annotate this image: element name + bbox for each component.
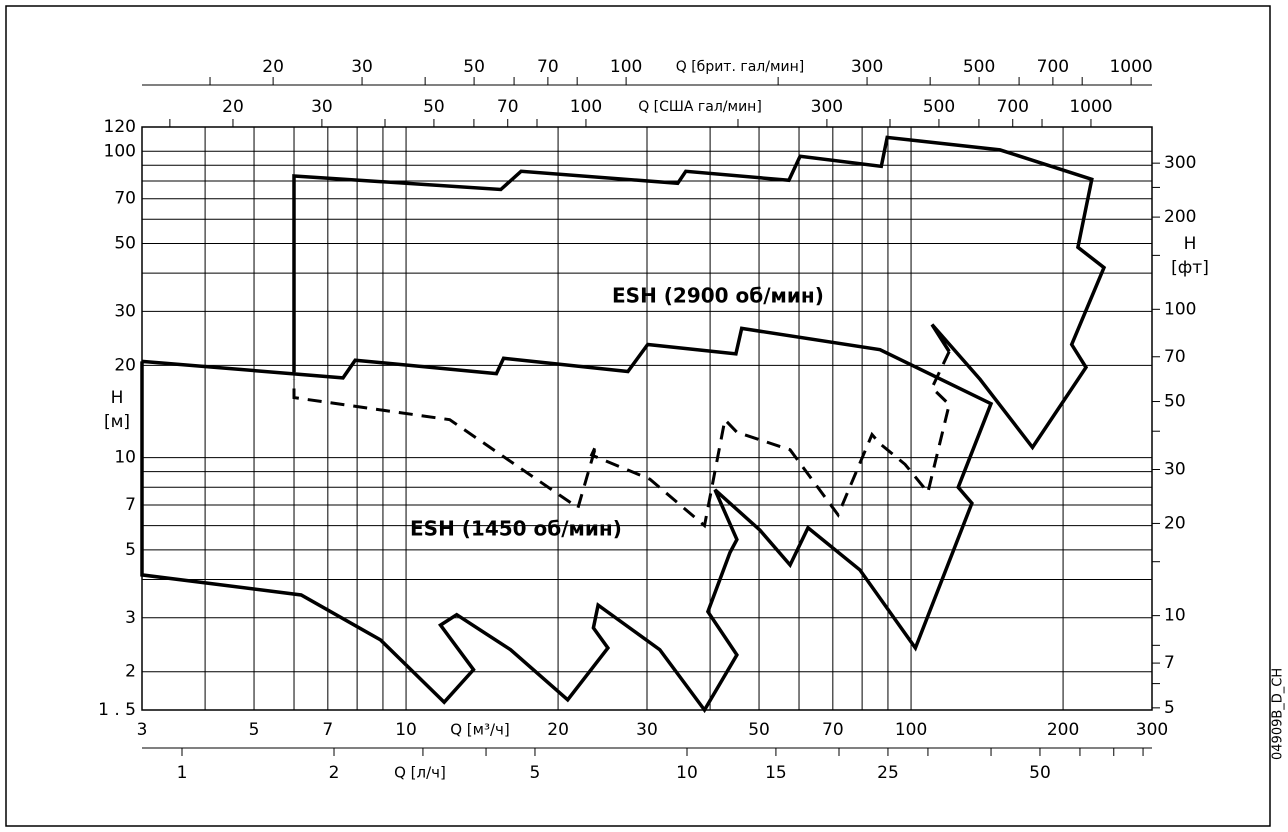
right-axis-label: [фт] [1171,258,1209,278]
right-tick-label: 5 [1164,698,1175,718]
tick-label: 30 [311,97,333,117]
y-tick-label: 1 . 5 [98,700,136,720]
right-axis-label: H [1184,234,1197,254]
y-tick-label: 50 [114,233,136,253]
right-tick-label: 200 [1164,207,1196,227]
tick-label: 1000 [1109,57,1152,77]
curve [140,326,994,714]
x-axis-label: Q [м³/ч] [450,721,510,739]
tick-label: 5 [530,763,541,783]
x-tick-label: 300 [1136,720,1168,740]
tick-label: 500 [963,57,995,77]
tick-label: 20 [262,57,284,77]
right-tick-label: 100 [1164,299,1196,319]
x-tick-label: 5 [249,720,260,740]
y-tick-label: 7 [125,495,136,515]
y-axis-label: H [111,388,124,408]
tick-label: 700 [997,97,1029,117]
tick-label: 30 [351,57,373,77]
x-tick-label: 100 [895,720,927,740]
tick-label: 300 [851,57,883,77]
tick-label: 50 [423,97,445,117]
y-tick-label: 10 [114,448,136,468]
right-tick-label: 300 [1164,153,1196,173]
top-axis-label: Q [брит. гал/мин] [676,59,804,75]
y-tick-label: 30 [114,301,136,321]
tick-label: 50 [463,57,485,77]
right-tick-label: 70 [1164,347,1186,367]
right-tick-label: 30 [1164,459,1186,479]
x-tick-label: 3 [137,720,148,740]
x-tick-label: 30 [636,720,658,740]
tick-label: 300 [811,97,843,117]
y-tick-label: 70 [114,189,136,209]
y-tick-label: 120 [104,117,136,137]
dashed-curve [292,350,951,529]
tick-label: 25 [877,763,899,783]
tick-label: 100 [570,97,602,117]
top-axis-label: Q [США гал/мин] [638,99,762,115]
tick-label: 50 [1029,763,1051,783]
y-tick-label: 100 [104,141,136,161]
x-tick-label: 50 [748,720,770,740]
tick-label: 700 [1037,57,1069,77]
tick-label: 1000 [1069,97,1112,117]
right-tick-label: 20 [1164,513,1186,533]
tick-label: 500 [923,97,955,117]
frame [5,5,1271,827]
right-tick-label: 10 [1164,606,1186,626]
x-tick-label: 200 [1047,720,1079,740]
right-tick-label: 50 [1164,392,1186,412]
x-tick-label: 7 [322,720,333,740]
tick-label: 15 [765,763,787,783]
y-tick-label: 2 [125,662,136,682]
tick-label: 10 [676,763,698,783]
right-tick-label: 7 [1164,653,1175,673]
tick-label: 70 [497,97,519,117]
drawing-code: 04909B_D_CH [1271,668,1286,760]
tick-label: 2 [329,763,340,783]
y-tick-label: 3 [125,608,136,628]
bottom-axis-label: Q [л/ч] [394,764,446,782]
annotation: ESH (2900 об/мин) [612,284,824,308]
y-tick-label: 5 [125,540,136,560]
y-axis-label: [м] [104,412,130,432]
annotation: ESH (1450 об/мин) [410,517,622,541]
curve [292,135,1107,451]
tick-label: 20 [222,97,244,117]
y-tick-label: 20 [114,355,136,375]
x-tick-label: 10 [395,720,417,740]
tick-label: 70 [537,57,559,77]
tick-label: 1 [177,763,188,783]
tick-label: 100 [610,57,642,77]
x-tick-label: 70 [822,720,844,740]
x-tick-label: 20 [547,720,569,740]
